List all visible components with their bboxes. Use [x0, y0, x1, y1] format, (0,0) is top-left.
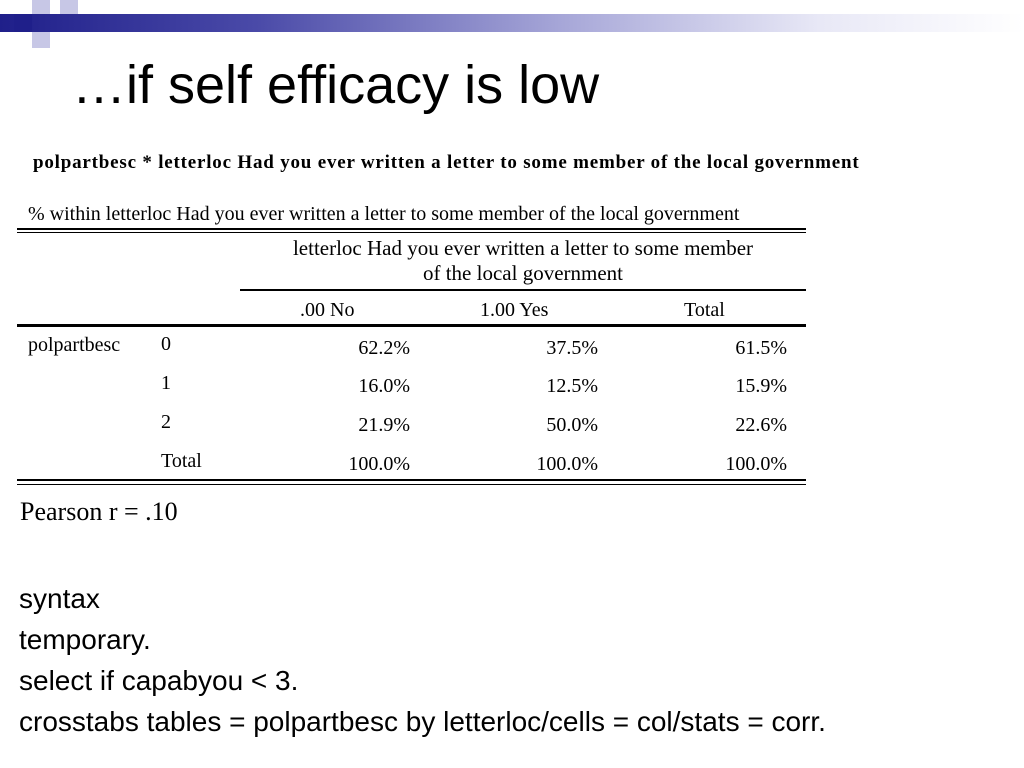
row-label: 0	[161, 333, 171, 355]
square-light-3	[32, 32, 50, 48]
column-group-header-line-1: letterloc Had you ever written a letter …	[292, 236, 754, 260]
syntax-line: crosstabs tables = polpartbesc by letter…	[19, 706, 826, 737]
table-cell: 50.0%	[546, 414, 598, 436]
table-cell: 21.9%	[358, 414, 410, 436]
header-bottom-rule	[17, 324, 806, 327]
table-cell: 100.0%	[536, 453, 598, 475]
table-cell: 16.0%	[358, 375, 410, 397]
table-bottom-rule-1	[17, 479, 806, 481]
table-bottom-rule-2	[17, 484, 806, 485]
crosstab-heading: polpartbesc * letterloc Had you ever wri…	[33, 152, 860, 173]
table-cell: 100.0%	[725, 453, 787, 475]
syntax-block: syntax temporary. select if capabyou < 3…	[19, 578, 826, 742]
column-header-total: Total	[684, 299, 725, 321]
column-group-header: letterloc Had you ever written a letter …	[240, 236, 806, 286]
header-gradient-bar	[0, 14, 1024, 32]
table-top-rule-2	[17, 232, 806, 233]
table-cell: 62.2%	[358, 337, 410, 359]
square-dark-2	[14, 14, 32, 32]
column-header-yes: 1.00 Yes	[480, 299, 549, 321]
table-cell: 12.5%	[546, 375, 598, 397]
table-cell: 22.6%	[735, 414, 787, 436]
column-group-header-line-2: of the local government	[422, 261, 623, 285]
table-cell: 37.5%	[546, 337, 598, 359]
pearson-correlation: Pearson r = .10	[20, 497, 178, 526]
square-light-1	[32, 0, 50, 14]
table-cell: 100.0%	[348, 453, 410, 475]
column-header-no: .00 No	[300, 299, 355, 321]
row-label: 2	[161, 411, 171, 433]
row-variable-label: polpartbesc	[28, 334, 121, 356]
syntax-line: syntax	[19, 583, 100, 614]
syntax-line: temporary.	[19, 624, 151, 655]
table-top-rule-1	[17, 228, 806, 230]
square-light-2	[60, 0, 78, 14]
crosstab-subtitle: % within letterloc Had you ever written …	[28, 203, 740, 225]
slide-title: …if self efficacy is low	[72, 55, 600, 115]
syntax-line: select if capabyou < 3.	[19, 665, 299, 696]
column-group-rule	[240, 289, 806, 291]
row-label: 1	[161, 372, 171, 394]
table-cell: 61.5%	[735, 337, 787, 359]
table-cell: 15.9%	[735, 375, 787, 397]
row-label-total: Total	[161, 450, 202, 472]
